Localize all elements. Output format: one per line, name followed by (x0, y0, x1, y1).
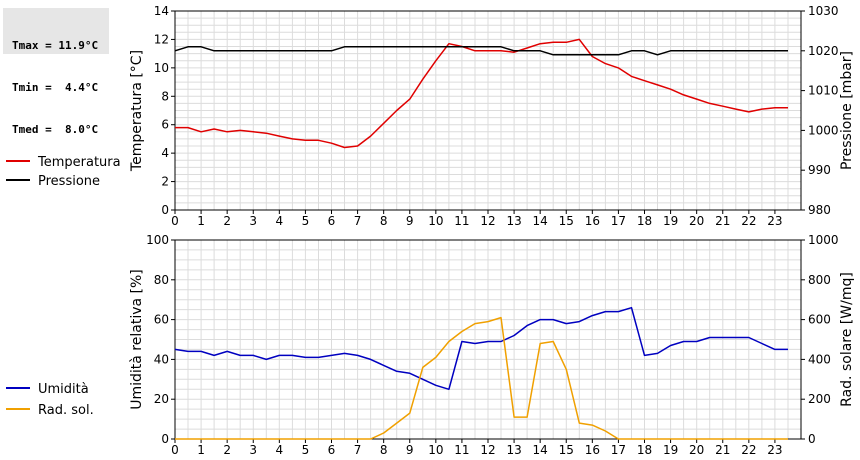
x-tick-label: 17 (611, 443, 626, 457)
y-tick-label: 20 (154, 392, 169, 406)
x-tick-label: 6 (328, 443, 336, 457)
x-tick-label: 18 (637, 214, 652, 228)
x-tick-label: 7 (354, 443, 362, 457)
x-tick-label: 18 (637, 443, 652, 457)
x-tick-label: 2 (223, 214, 231, 228)
y-tick-label: 0 (161, 432, 169, 446)
legend-label: Umidità (38, 382, 89, 397)
x-tick-label: 1 (197, 214, 205, 228)
y2-tick-label: 0 (808, 432, 816, 446)
x-tick-label: 17 (611, 214, 626, 228)
tmax-label: Tmax = 11.9°C (12, 39, 99, 52)
series-line-umidit (174, 306, 788, 391)
y2-tick-label: 990 (808, 163, 831, 177)
y-tick-label: 6 (161, 118, 169, 132)
x-tick-label: 13 (506, 214, 521, 228)
x-tick-label: 19 (663, 214, 678, 228)
x-tick-label: 16 (585, 214, 600, 228)
x-tick-label: 1 (197, 443, 205, 457)
chart-panel-2 (171, 239, 805, 443)
y-tick-label: 2 (161, 175, 169, 189)
x-tick-label: 7 (354, 214, 362, 228)
x-tick-label: 11 (454, 214, 469, 228)
y2-tick-label: 600 (808, 313, 831, 327)
y-tick-label: 8 (161, 89, 169, 103)
y2-axis-label: Rad. solare [W/mq] (839, 272, 855, 407)
x-tick-label: 13 (506, 443, 521, 457)
x-tick-label: 15 (559, 214, 574, 228)
series-line-rad-sol (175, 316, 788, 440)
x-tick-label: 10 (428, 443, 443, 457)
y2-tick-label: 1020 (808, 44, 839, 58)
y-tick-label: 40 (154, 352, 169, 366)
x-tick-label: 21 (715, 443, 730, 457)
x-tick-label: 12 (480, 443, 495, 457)
x-tick-label: 4 (276, 443, 284, 457)
y2-tick-label: 1000 (808, 123, 839, 137)
y-tick-label: 0 (161, 203, 169, 217)
y-axis-label: Temperatura [°C] (129, 50, 145, 172)
tmed-label: Tmed = 8.0°C (12, 123, 99, 136)
x-tick-label: 14 (533, 214, 548, 228)
y2-tick-label: 1010 (808, 84, 839, 98)
y-tick-label: 14 (154, 4, 169, 18)
x-tick-label: 6 (328, 214, 336, 228)
y2-tick-label: 1000 (808, 233, 839, 247)
x-tick-label: 20 (689, 214, 704, 228)
x-tick-label: 8 (380, 214, 388, 228)
x-tick-label: 23 (767, 443, 782, 457)
x-tick-label: 19 (663, 443, 678, 457)
y2-tick-label: 800 (808, 273, 831, 287)
series-line-pressione (174, 46, 788, 56)
x-tick-label: 22 (741, 214, 756, 228)
x-tick-label: 22 (741, 443, 756, 457)
x-tick-label: 8 (380, 443, 388, 457)
chart-panel-1 (171, 10, 805, 214)
x-tick-label: 11 (454, 443, 469, 457)
x-tick-label: 0 (171, 214, 179, 228)
x-tick-label: 9 (406, 214, 414, 228)
legend-label: Temperatura (37, 155, 121, 170)
x-tick-label: 0 (171, 443, 179, 457)
y-tick-label: 100 (146, 233, 169, 247)
y2-tick-label: 400 (808, 352, 831, 366)
y2-axis-label: Pressione [mbar] (839, 51, 855, 170)
x-tick-label: 14 (533, 443, 548, 457)
x-tick-label: 5 (302, 443, 310, 457)
y-tick-label: 12 (154, 32, 169, 46)
x-tick-label: 3 (249, 443, 257, 457)
tmin-label: Tmin = 4.4°C (12, 81, 99, 94)
legend-label: Rad. sol. (38, 403, 94, 418)
y-tick-label: 10 (154, 61, 169, 75)
y2-tick-label: 980 (808, 203, 831, 217)
x-tick-label: 10 (428, 214, 443, 228)
y2-tick-label: 200 (808, 392, 831, 406)
y-tick-label: 60 (154, 313, 169, 327)
y-tick-label: 4 (161, 146, 169, 160)
x-tick-label: 12 (480, 214, 495, 228)
x-tick-label: 16 (585, 443, 600, 457)
legend-label: Pressione (38, 174, 100, 189)
x-tick-label: 9 (406, 443, 414, 457)
x-tick-label: 3 (249, 214, 257, 228)
x-tick-label: 4 (276, 214, 284, 228)
x-tick-label: 2 (223, 443, 231, 457)
y-axis-label: Umidità relativa [%] (129, 269, 145, 410)
x-tick-label: 5 (302, 214, 310, 228)
x-tick-label: 23 (767, 214, 782, 228)
y-tick-label: 80 (154, 273, 169, 287)
series-line-temperatura (175, 38, 788, 149)
stats-box: Tmax = 11.9°C Tmin = 4.4°C Tmed = 8.0°C (3, 8, 109, 136)
x-tick-label: 21 (715, 214, 730, 228)
x-tick-label: 20 (689, 443, 704, 457)
x-tick-label: 15 (559, 443, 574, 457)
y2-tick-label: 1030 (808, 4, 839, 18)
